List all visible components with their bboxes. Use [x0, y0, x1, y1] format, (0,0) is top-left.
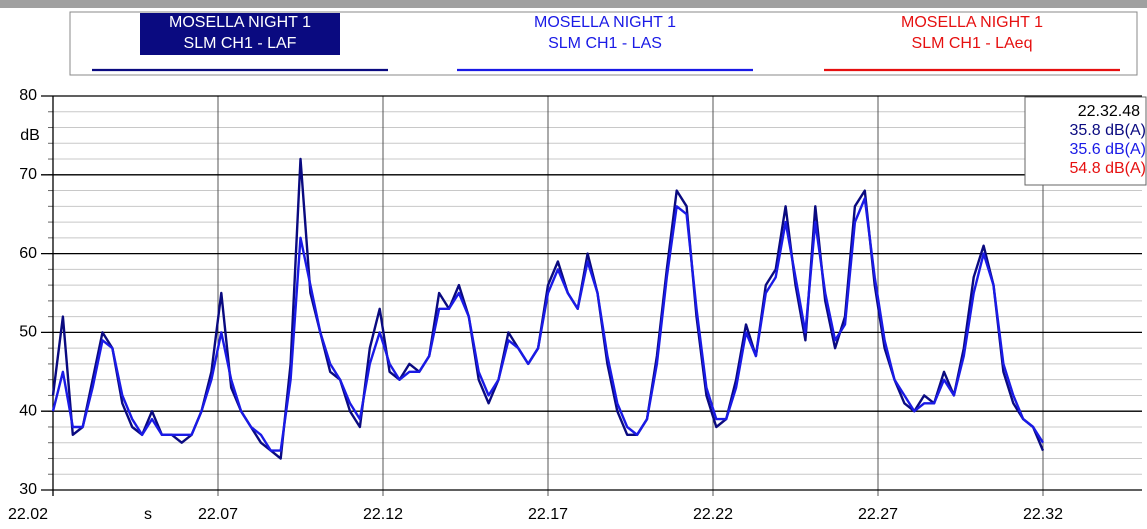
- y-tick-label: 30: [19, 481, 37, 498]
- x-tick-label: 22.12: [363, 506, 403, 523]
- y-axis-label: dB: [20, 127, 40, 144]
- x-tick-label: 22.32: [1023, 506, 1063, 523]
- legend-selection: [140, 13, 340, 55]
- readout-value: 35.8 dB(A): [1070, 122, 1146, 139]
- x-tick-label: 22.02: [8, 506, 48, 523]
- legend-name: SLM CH1 - LAS: [548, 35, 662, 52]
- y-tick-label: 60: [19, 245, 37, 262]
- y-tick-label: 70: [19, 166, 37, 183]
- y-tick-label: 40: [19, 402, 37, 419]
- readout-value: 54.8 dB(A): [1070, 160, 1146, 177]
- top-bar: [0, 0, 1147, 8]
- series-line: [51, 157, 1045, 460]
- legend-source: MOSELLA NIGHT 1: [169, 14, 311, 31]
- y-tick-label: 80: [19, 87, 37, 104]
- series-line: [51, 197, 1045, 452]
- legend-name: SLM CH1 - LAF: [184, 35, 297, 52]
- legend-name: SLM CH1 - LAeq: [912, 35, 1033, 52]
- y-tick-label: 50: [19, 324, 37, 341]
- legend-source: MOSELLA NIGHT 1: [534, 14, 676, 31]
- readout-value: 35.6 dB(A): [1070, 141, 1146, 158]
- legend-source: MOSELLA NIGHT 1: [901, 14, 1043, 31]
- x-axis-label: s: [144, 506, 152, 523]
- x-tick-label: 22.07: [198, 506, 238, 523]
- readout-time: 22.32.48: [1078, 103, 1140, 120]
- readout-box: [1024, 96, 1147, 186]
- x-tick-label: 22.17: [528, 506, 568, 523]
- x-tick-label: 22.27: [858, 506, 898, 523]
- x-tick-label: 22.22: [693, 506, 733, 523]
